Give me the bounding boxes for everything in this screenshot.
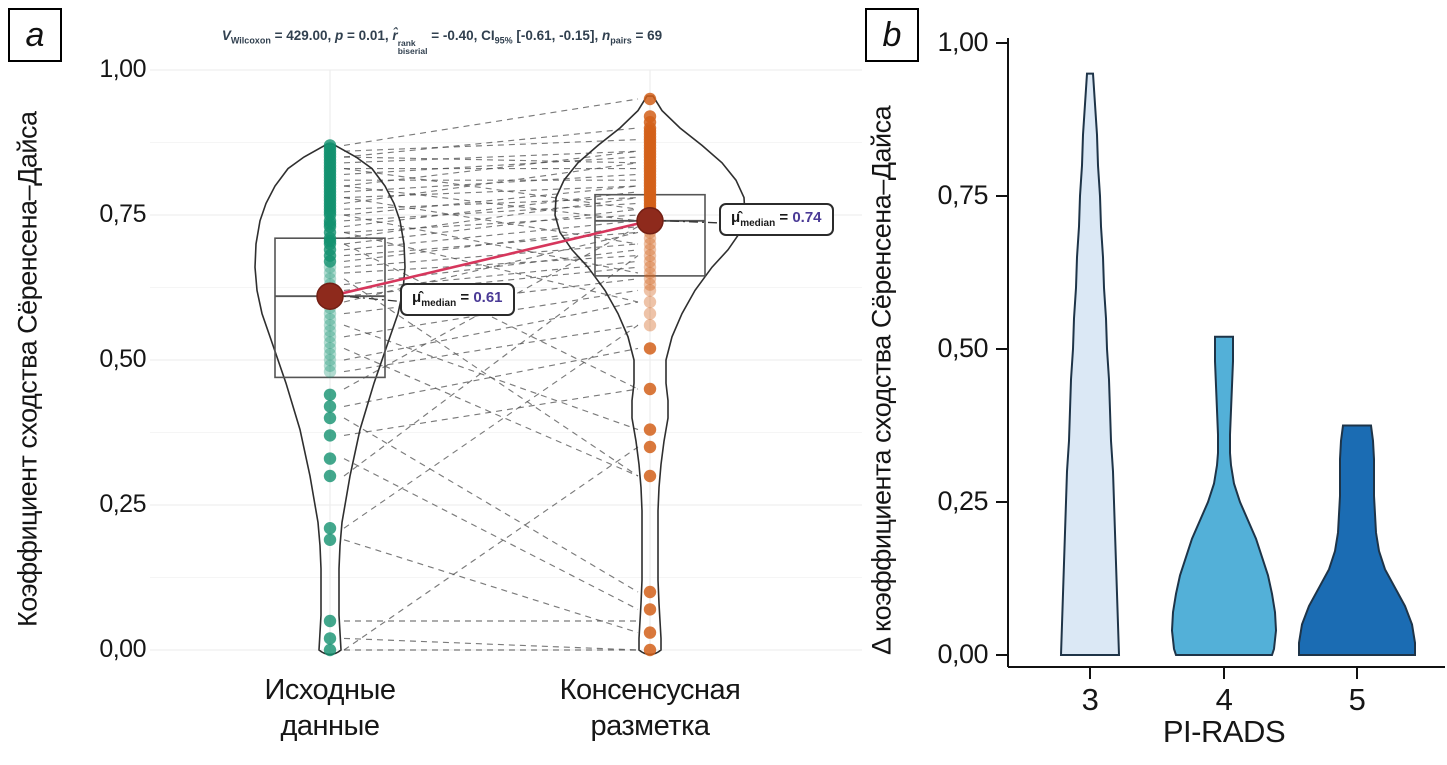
stat-v-sub: Wilcoxon — [230, 35, 271, 46]
stat-n: n — [601, 28, 611, 43]
stat-n-sub: pairs — [610, 35, 632, 46]
stat-ci-sub: 95% — [494, 35, 513, 46]
panel-b-ytick-0,25: 0,25 — [937, 486, 988, 516]
panel-a-ytick-1,00: 1,00 — [99, 55, 146, 83]
median-value-right: 0.74 — [792, 209, 822, 226]
panel-a-ytick-0,00: 0,00 — [99, 635, 146, 663]
panel-a-letter: a — [25, 15, 45, 54]
panel-b-xtick-4: 4 — [1215, 682, 1233, 717]
panel-b-xtick-5: 5 — [1348, 682, 1366, 717]
panel-b-y-axis-title: Δ коэффициента сходства Сёренсена–Дайса — [866, 105, 897, 655]
panel-a-ytick-0,75: 0,75 — [99, 200, 146, 228]
stat-r: r̂ — [392, 28, 398, 43]
panel-b-ytick-0,50: 0,50 — [937, 333, 988, 363]
panel-b-ytick-0,75: 0,75 — [937, 180, 988, 210]
panel-b-x-axis-title: PI-RADS — [1162, 714, 1286, 749]
median-label-right: μ̂median = 0.74 — [719, 203, 834, 236]
panel-b-label: b — [865, 8, 919, 62]
stat-p: p — [335, 28, 344, 43]
panel-b-ytick-0,00: 0,00 — [937, 639, 988, 669]
stats-line: VWilcoxon = 429.00, p = 0.01, r̂ rank bise… — [221, 28, 663, 56]
stat-r-sub: biserial — [397, 46, 428, 56]
median-label-left: μ̂median = 0.61 — [400, 283, 515, 316]
category-label-consensus: Консенсусная разметка — [559, 674, 741, 742]
panel-b-letter: b — [882, 15, 902, 54]
panel-a-y-axis-title: Коэффициент сходства Сёренсена–Дайса — [12, 111, 43, 628]
category-label-original-data: Исходные данные — [264, 674, 396, 742]
panel-b-ytick-1,00: 1,00 — [937, 27, 988, 57]
panel-a-label: a — [8, 8, 62, 62]
panel-a-ytick-0,25: 0,25 — [99, 490, 146, 518]
stat-v: V — [221, 28, 231, 43]
panel-a-ytick-0,50: 0,50 — [99, 345, 146, 373]
panel-b-xtick-3: 3 — [1081, 682, 1099, 717]
stat-r-sup: rank — [397, 38, 416, 48]
median-value-left: 0.61 — [473, 289, 503, 306]
